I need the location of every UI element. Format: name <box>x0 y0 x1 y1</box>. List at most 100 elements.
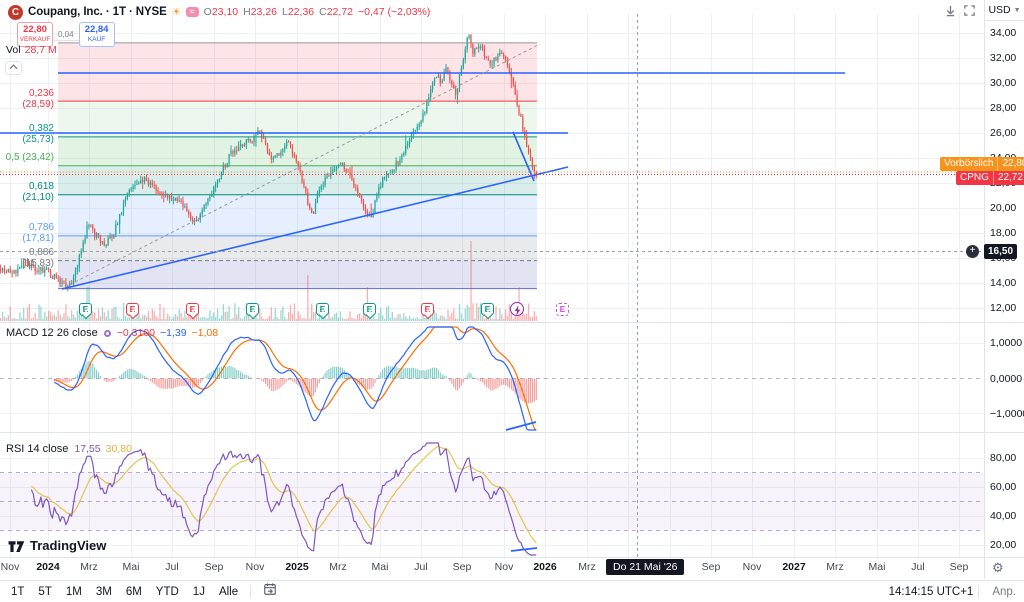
macd-legend[interactable]: MACD 12 26 close −0,3100 −1,39 −1,08 <box>6 327 218 339</box>
fib-level-label: 0,618 (21,10) <box>22 181 54 204</box>
earnings-badge[interactable]: E <box>79 303 92 316</box>
time-axis[interactable]: Nov 2024 Mrz Mai Jul Sep Nov 2025 Mrz Mai Jul Sep No… <box>0 558 1024 579</box>
market-closed-icon: ≈ <box>185 7 199 17</box>
currency-label: USD <box>988 4 1011 16</box>
range-button-5t[interactable]: 5T <box>38 585 52 598</box>
last-price-tag-value: 22,72 <box>997 172 1023 183</box>
lightning-badge-icon[interactable] <box>510 302 524 316</box>
earnings-badge[interactable]: E <box>363 303 376 316</box>
add-alert-plus-icon[interactable]: + <box>966 245 979 258</box>
calendar-icon <box>264 582 276 595</box>
premarket-price-tag: Vorbörslich 22,80 <box>940 157 1024 171</box>
premarket-sun-icon: ☀ <box>171 6 181 18</box>
last-price-tag-label: CPNG <box>960 172 989 183</box>
volume-label: Vol <box>6 44 21 56</box>
time-tick-label[interactable]: Mai <box>371 561 389 573</box>
symbol-title[interactable]: Coupang, Inc. · 1T · NYSE <box>28 6 167 18</box>
clock[interactable]: 14:14:15 UTC+1 <box>888 585 974 598</box>
symbol-header: C Coupang, Inc. · 1T · NYSE ☀ ≈ O23,10 H2… <box>8 3 430 21</box>
time-tick-label[interactable]: Sep <box>204 561 224 573</box>
range-button-ytd[interactable]: YTD <box>155 585 179 598</box>
range-button-6m[interactable]: 6M <box>125 585 142 598</box>
indicator-value: 30,80 <box>105 443 132 455</box>
range-button-3m[interactable]: 3M <box>95 585 112 598</box>
rsi-tick-label: 40,00 <box>990 510 1017 522</box>
price-tick-label: 32,00 <box>990 52 1017 64</box>
volume-legend: Vol 28,7 M <box>6 44 57 56</box>
time-tick-label[interactable]: Mrz <box>329 561 347 573</box>
crosshair-price-tag: 16,50 <box>984 244 1018 259</box>
time-tick-label[interactable]: Sep <box>701 561 721 573</box>
time-tick-label[interactable]: Mrz <box>80 561 98 573</box>
macd-values: −0,3100 −1,39 −1,08 <box>117 327 218 339</box>
price-tick-label: 28,00 <box>990 102 1017 114</box>
time-tick-label[interactable]: 2024 <box>36 561 60 573</box>
indicator-value: −1,39 <box>159 327 187 339</box>
rsi-tick-label: 20,00 <box>990 539 1017 551</box>
tradingview-mark-icon <box>8 541 25 552</box>
buy-price: 22,84 <box>84 24 109 35</box>
time-tick-label[interactable]: Nov <box>245 561 265 573</box>
price-tick-label: 14,00 <box>990 277 1017 289</box>
scroll-to-recent-icon[interactable] <box>944 4 957 22</box>
symbol-logo-icon[interactable]: C <box>8 4 23 20</box>
currency-selector[interactable]: USD ▼ <box>985 0 1024 21</box>
future-earnings-badge[interactable]: E <box>556 303 569 316</box>
macd-tick-label: 1,0000 <box>990 337 1023 349</box>
premarket-tag-label: Vorbörslich <box>944 158 994 169</box>
buy-label: KAUF <box>87 36 106 43</box>
sell-button[interactable]: 22,80 VERKAUF <box>17 22 53 47</box>
time-tick-label[interactable]: 2026 <box>533 561 557 573</box>
time-tick-label[interactable]: Sep <box>949 561 969 573</box>
buy-button[interactable]: 22,84 KAUF <box>78 22 115 47</box>
maximize-pane-icon[interactable] <box>963 4 976 22</box>
time-tick-label[interactable]: 2025 <box>285 561 309 573</box>
fib-level-label: 0,886 (15,83) <box>22 247 54 270</box>
range-button-alle[interactable]: Alle <box>218 585 239 598</box>
indicator-value: 17,55 <box>74 443 101 455</box>
time-tick-label[interactable]: 2027 <box>782 561 806 573</box>
earnings-badge[interactable]: E <box>246 303 259 316</box>
price-tick-label: 18,00 <box>990 227 1017 239</box>
time-tick-label[interactable]: Sep <box>452 561 472 573</box>
range-button-1t[interactable]: 1T <box>11 585 25 598</box>
earnings-badge[interactable]: E <box>316 303 329 316</box>
rsi-tick-label: 60,00 <box>990 481 1017 493</box>
gear-icon[interactable]: ⚙ <box>992 560 1004 575</box>
crosshair-date-tooltip: Do 21 Mai '26 <box>606 559 685 575</box>
crosshair-price-value: 16,50 <box>988 245 1014 257</box>
rsi-legend[interactable]: RSI 14 close 17,55 30,80 <box>6 443 132 455</box>
tradingview-logo-text: TradingView <box>30 538 107 553</box>
earnings-badge[interactable]: E <box>186 303 199 316</box>
time-tick-label[interactable]: Nov <box>494 561 514 573</box>
fib-level-label: 0,236 (28,59) <box>22 87 54 110</box>
ohlc-item: C22,72 <box>319 6 353 18</box>
time-tick-label[interactable]: Nov <box>0 561 20 573</box>
adjust-button[interactable]: Anp. <box>992 585 1016 598</box>
time-tick-label[interactable]: Mrz <box>826 561 844 573</box>
earnings-badge[interactable]: E <box>126 303 139 316</box>
legend-collapse-button[interactable] <box>5 61 22 75</box>
volume-value: 28,7 M <box>24 44 57 56</box>
range-button-1m[interactable]: 1M <box>65 585 82 598</box>
premarket-tag-value: 22,80 <box>1002 158 1024 169</box>
time-tick-label[interactable]: Jul <box>911 561 925 573</box>
earnings-badge[interactable]: E <box>421 303 434 316</box>
macd-title: MACD 12 26 close <box>6 327 98 339</box>
earnings-badge[interactable]: E <box>481 303 494 316</box>
fib-level-label: 0,5 (23,42) <box>5 152 54 164</box>
time-tick-label[interactable]: Jul <box>414 561 428 573</box>
time-tick-label[interactable]: Mrz <box>578 561 596 573</box>
time-tick-label[interactable]: Mai <box>868 561 886 573</box>
time-tick-label[interactable]: Nov <box>742 561 762 573</box>
time-tick-label[interactable]: Mai <box>122 561 140 573</box>
time-tick-label[interactable]: Jul <box>165 561 179 573</box>
range-button-1j[interactable]: 1J <box>192 585 205 598</box>
go-to-date-button[interactable] <box>256 582 284 602</box>
range-buttons: 1T 5T 1M 3M 6M YTD 1J Alle <box>4 582 245 602</box>
chevron-down-icon: ▼ <box>1013 6 1021 14</box>
trade-widget: 22,80 VERKAUF 0,04 22,84 KAUF <box>17 22 115 47</box>
tradingview-logo[interactable]: TradingView <box>8 538 106 553</box>
